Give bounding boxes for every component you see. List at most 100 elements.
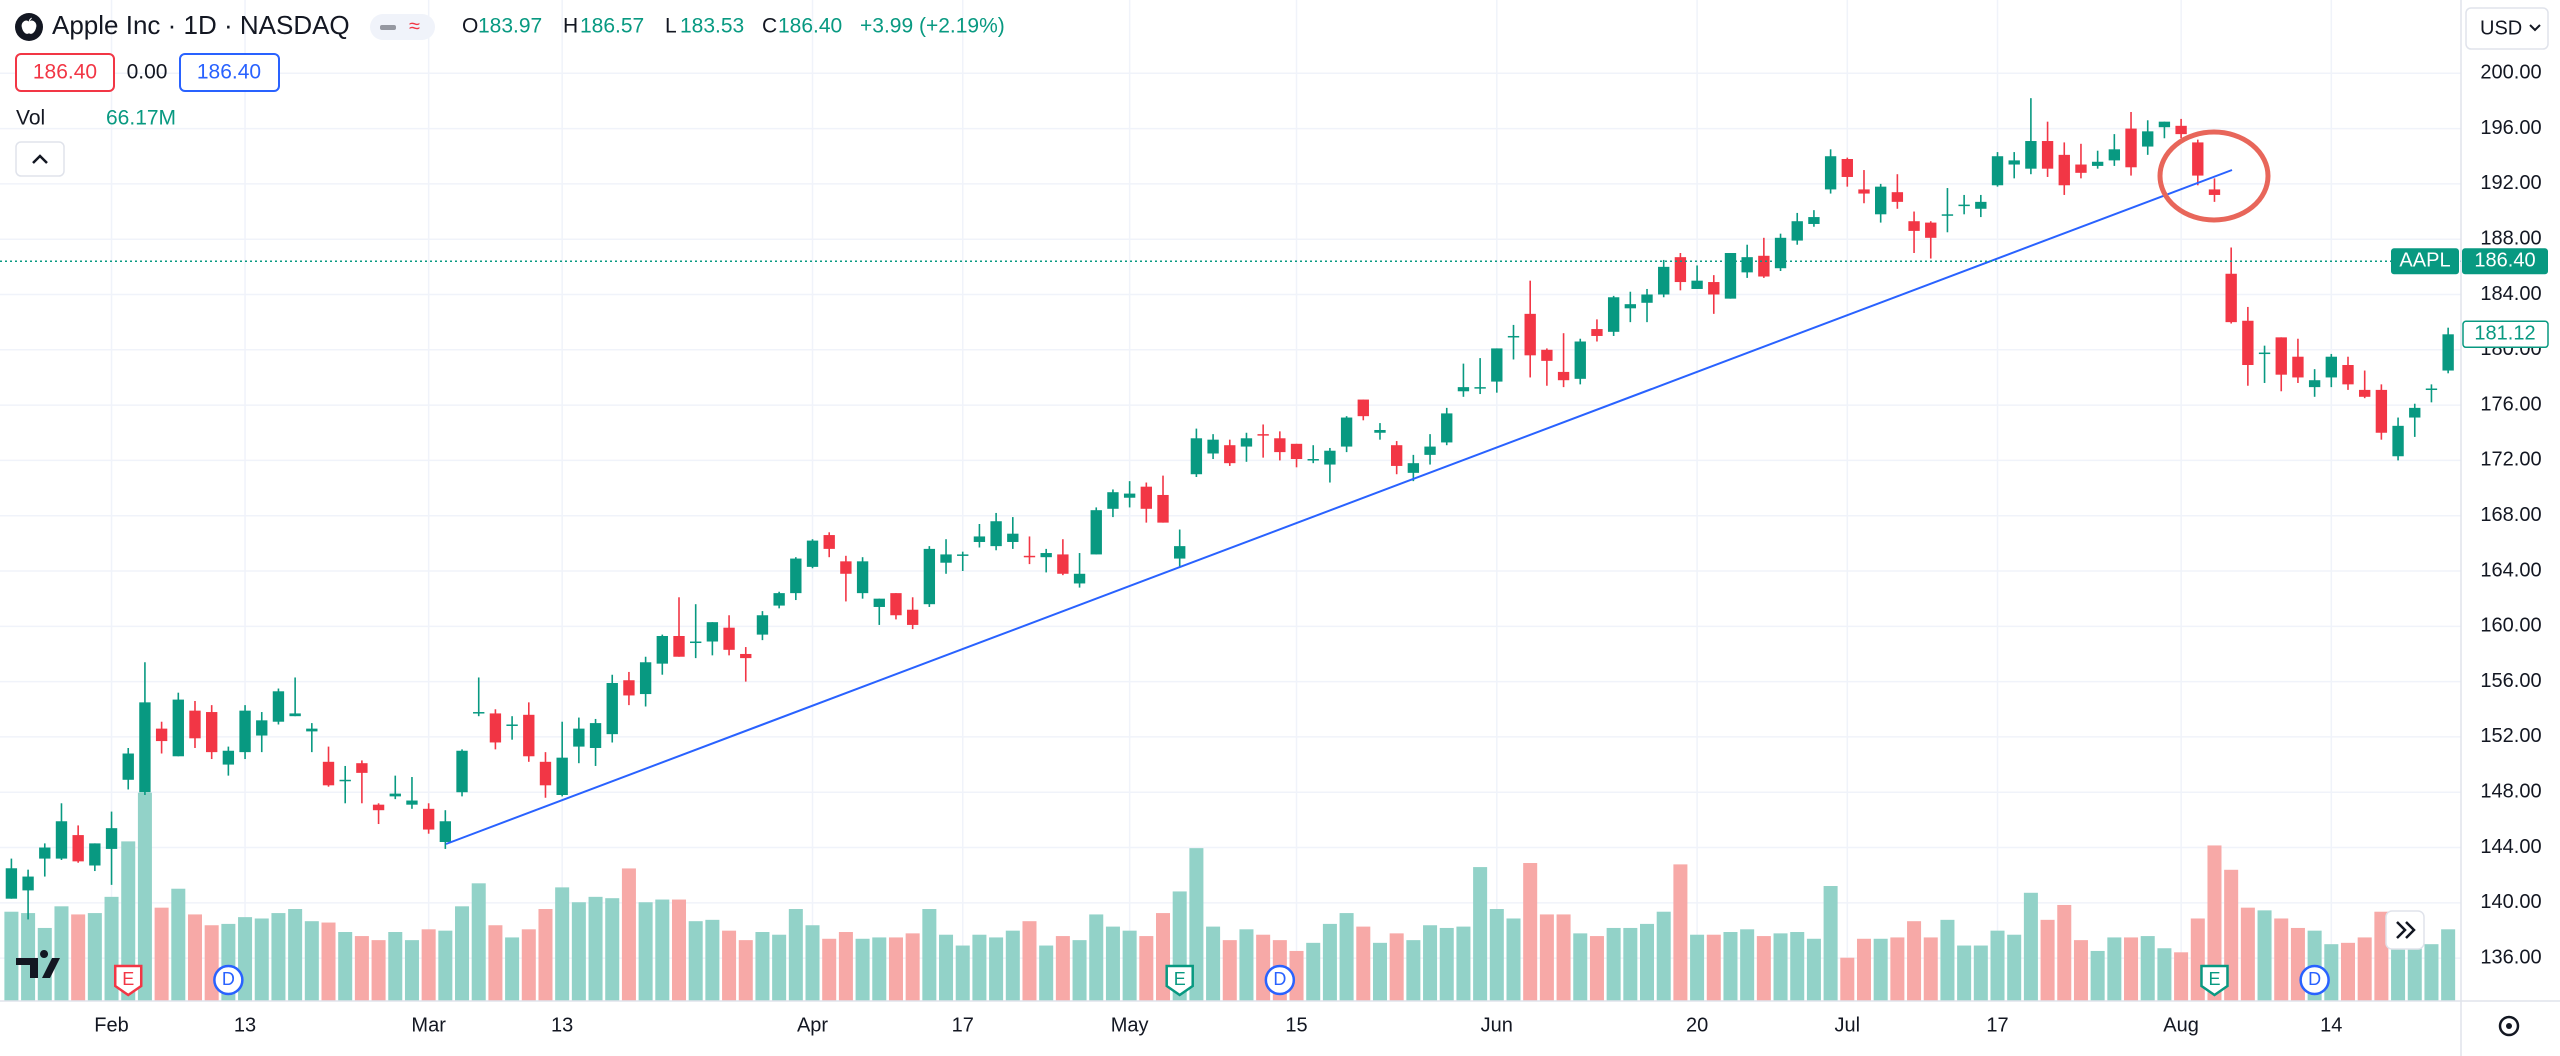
- volume-bar: [2140, 936, 2155, 1001]
- volume-bar: [421, 929, 436, 1001]
- volume-bar: [2124, 937, 2139, 1001]
- candle-body: [1174, 546, 1186, 559]
- candle-body: [723, 627, 735, 650]
- volume-bar: [1222, 940, 1237, 1001]
- last-price-label: 186.40: [2474, 250, 2535, 272]
- candle-body: [1240, 438, 1253, 447]
- candle-body: [389, 793, 401, 797]
- status-icon: [380, 25, 396, 30]
- candle-body: [2292, 356, 2304, 378]
- y-tick-label: 144.00: [2480, 836, 2541, 858]
- candle-body: [840, 561, 852, 574]
- candle-body: [1090, 510, 1102, 555]
- candle-body: [1674, 257, 1687, 283]
- x-tick-label: Feb: [94, 1014, 128, 1036]
- candle-body: [1357, 399, 1369, 417]
- volume-bar: [2073, 940, 2088, 1001]
- x-tick-label: May: [1111, 1014, 1149, 1036]
- settings-icon[interactable]: [2498, 1015, 2520, 1037]
- candle-body: [1708, 282, 1720, 295]
- candle-body: [506, 724, 518, 726]
- dividend-marker: [213, 964, 244, 996]
- volume-bar: [1456, 926, 1471, 1001]
- candle-body: [489, 713, 502, 743]
- volume-bar: [2040, 919, 2055, 1001]
- candle-body: [456, 750, 468, 793]
- close-label: C: [762, 15, 777, 38]
- volume-bar: [722, 930, 737, 1001]
- buy-price: 186.40: [197, 61, 261, 84]
- candle-body: [790, 558, 802, 594]
- volume-bar: [1556, 914, 1571, 1001]
- volume-bar: [1656, 911, 1671, 1001]
- currency: USD: [2480, 17, 2522, 39]
- candle-body: [673, 635, 685, 657]
- event-label: E: [2208, 969, 2220, 989]
- low-label: L: [665, 15, 677, 38]
- candle-body: [1023, 555, 1036, 558]
- candle-body: [1107, 492, 1119, 509]
- candle-body: [1057, 554, 1069, 574]
- volume-bar: [2090, 950, 2105, 1001]
- volume-bar: [1806, 938, 1821, 1001]
- candle-body: [1257, 434, 1269, 436]
- volume-bar: [655, 899, 670, 1001]
- spread: 0.00: [127, 61, 168, 84]
- volume-bar: [4, 911, 19, 1001]
- volume-bar: [1039, 945, 1054, 1001]
- candle-body: [1207, 439, 1219, 454]
- volume-bar: [371, 940, 386, 1001]
- candle-body: [105, 828, 118, 849]
- candle-body: [372, 804, 385, 811]
- volume-bar: [1740, 929, 1755, 1001]
- candle-body: [2125, 128, 2137, 168]
- volume-bar: [972, 934, 987, 1001]
- volume-bar: [2357, 937, 2372, 1001]
- candle-body: [1875, 186, 1887, 215]
- volume-bar: [1840, 957, 1855, 1001]
- low-value: 183.53: [680, 15, 744, 38]
- volume-bar: [1122, 930, 1137, 1001]
- volume-bar: [2174, 952, 2189, 1001]
- volume-layer: [4, 792, 2456, 1001]
- candle-body: [172, 699, 184, 757]
- volume-bar: [1089, 914, 1104, 1001]
- dividend-marker: [2299, 964, 2330, 996]
- sell-box[interactable]: [15, 53, 115, 92]
- candle-body: [589, 723, 602, 748]
- candle-body: [1808, 217, 1820, 224]
- collapse-button[interactable]: [15, 141, 65, 177]
- candle-body: [1274, 438, 1286, 453]
- candle-body: [139, 702, 151, 793]
- status-pill[interactable]: [370, 14, 435, 40]
- x-tick-label: 13: [551, 1014, 573, 1036]
- volume-bar: [1055, 936, 1070, 1001]
- buy-box[interactable]: [179, 53, 280, 92]
- volume-bar: [21, 913, 36, 1001]
- volume-bar: [1973, 945, 1988, 1001]
- trend-line[interactable]: [445, 169, 2233, 845]
- x-tick-label: Mar: [411, 1014, 446, 1036]
- y-tick-label: 196.00: [2480, 117, 2541, 139]
- currency-button[interactable]: [2465, 7, 2549, 50]
- candle-body: [1824, 156, 1837, 190]
- volume-bar: [1206, 926, 1221, 1001]
- close-value: 186.40: [778, 15, 842, 38]
- volume-label: Vol: [16, 107, 45, 130]
- candle-body: [2091, 161, 2104, 166]
- candle-body: [2192, 142, 2204, 176]
- volume-bar: [1640, 923, 1655, 1001]
- candle-body: [2175, 125, 2187, 135]
- candle-body: [890, 593, 902, 616]
- candle-body: [1290, 443, 1303, 460]
- last-close-tag: [2462, 320, 2549, 349]
- candle-body: [2242, 320, 2254, 366]
- candle-body: [1123, 493, 1136, 498]
- volume-bar: [1406, 940, 1421, 1001]
- candle-body: [1507, 335, 1520, 338]
- volume-bar: [1473, 867, 1488, 1001]
- volume-bar: [1356, 926, 1371, 1001]
- candle-body: [2375, 389, 2388, 433]
- volume-bar: [705, 919, 720, 1001]
